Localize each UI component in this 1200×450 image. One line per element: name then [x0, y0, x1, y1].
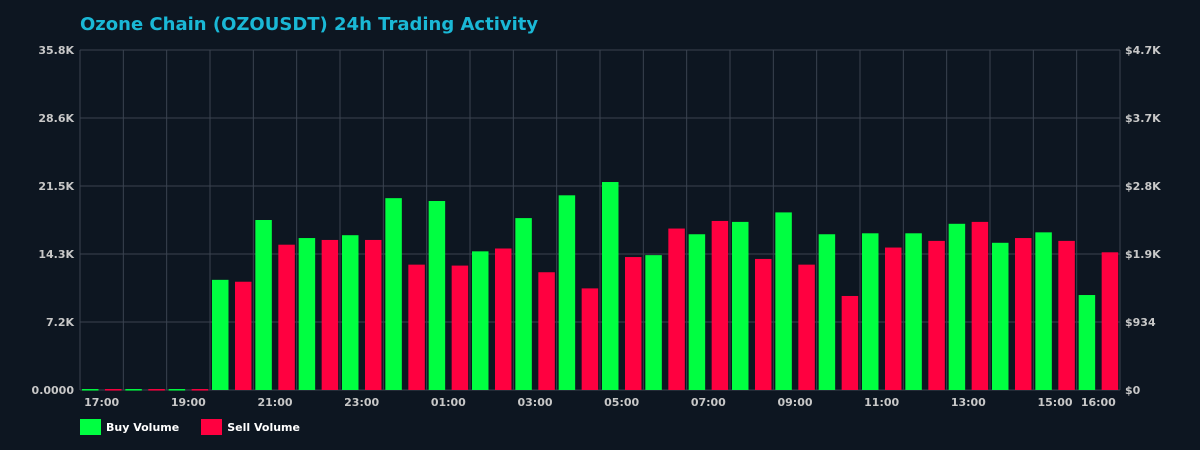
- sell-bar: [885, 247, 902, 390]
- y-tick-label: 7.2K: [46, 316, 74, 329]
- sell-bar: [625, 257, 642, 390]
- x-tick-label: 13:00: [951, 396, 986, 409]
- x-tick-label: 21:00: [257, 396, 292, 409]
- chart-title: Ozone Chain (OZOUSDT) 24h Trading Activi…: [80, 14, 539, 35]
- y2-tick-label: $1.9K: [1125, 248, 1161, 261]
- buy-bar: [775, 212, 792, 390]
- x-tick-label: 09:00: [777, 396, 812, 409]
- buy-bar: [255, 220, 272, 390]
- buy-bar: [342, 235, 359, 390]
- y-tick-label: 0.0000: [32, 384, 75, 397]
- y2-tick-label: $3.7K: [1125, 112, 1161, 125]
- sell-bar: [711, 220, 729, 390]
- sell-bar: [365, 239, 382, 390]
- y-tick-label: 28.6K: [38, 112, 74, 125]
- legend-buy[interactable]: Buy Volume: [80, 419, 179, 435]
- buy-bar: [515, 218, 532, 390]
- buy-bar: [602, 182, 619, 390]
- sell-bar: [668, 228, 685, 390]
- buy-bar: [905, 233, 922, 390]
- y-tick-label: 21.5K: [38, 180, 74, 193]
- sell-bar: [235, 281, 252, 390]
- buy-bar: [732, 221, 749, 390]
- y2-tick-label: $934: [1125, 316, 1156, 329]
- y2-tick-label: $2.8K: [1125, 180, 1161, 193]
- y2-tick-label: $0: [1125, 384, 1141, 397]
- sell-bar: [191, 389, 209, 391]
- legend-sell[interactable]: Sell Volume: [201, 419, 300, 435]
- x-tick-label: 01:00: [431, 396, 466, 409]
- buy-bar: [645, 255, 662, 390]
- sell-bar: [841, 295, 859, 390]
- buy-bar: [125, 389, 142, 391]
- x-tick-label: 15:00: [1037, 396, 1072, 409]
- buy-bar: [168, 389, 186, 391]
- sell-bar: [928, 240, 945, 390]
- legend: Buy Volume Sell Volume: [80, 419, 300, 435]
- sell-bar: [971, 221, 989, 390]
- buy-bar: [1035, 232, 1052, 390]
- x-tick-label: 17:00: [84, 396, 119, 409]
- x-tick-label: 23:00: [344, 396, 379, 409]
- sell-bar: [451, 265, 469, 390]
- buy-bar: [688, 234, 706, 390]
- buy-bar: [1078, 295, 1096, 390]
- buy-bar: [298, 238, 316, 390]
- buy-swatch: [80, 419, 101, 435]
- y2-tick-label: $4.7K: [1125, 44, 1161, 57]
- x-tick-label: 11:00: [864, 396, 899, 409]
- sell-bar: [798, 264, 815, 390]
- x-tick-label: 05:00: [604, 396, 639, 409]
- buy-bar: [948, 223, 966, 390]
- sell-swatch: [201, 419, 223, 435]
- buy-bar: [82, 389, 99, 391]
- sell-bar: [1015, 238, 1032, 390]
- buy-bar: [385, 198, 402, 390]
- buy-bar: [212, 279, 229, 390]
- sell-bar: [581, 288, 599, 390]
- y-tick-label: 14.3K: [38, 248, 74, 261]
- sell-bar: [148, 389, 165, 391]
- x-tick-label: 19:00: [171, 396, 206, 409]
- sell-bar: [1101, 252, 1119, 390]
- x-tick-label: 07:00: [691, 396, 726, 409]
- sell-bar: [321, 239, 339, 390]
- legend-buy-label: Buy Volume: [106, 420, 180, 434]
- sell-bar: [278, 244, 295, 390]
- buy-bar: [818, 234, 836, 390]
- sell-bar: [495, 248, 512, 390]
- buy-bar: [428, 201, 446, 390]
- buy-bar: [472, 251, 489, 390]
- sell-bar: [538, 272, 555, 390]
- buy-bar: [862, 233, 879, 390]
- sell-bar: [105, 389, 122, 391]
- x-tick-label: 16:00: [1081, 396, 1116, 409]
- sell-bar: [755, 258, 772, 390]
- sell-bar: [408, 264, 425, 390]
- legend-sell-label: Sell Volume: [227, 420, 300, 434]
- x-tick-label: 03:00: [517, 396, 552, 409]
- buy-bar: [558, 195, 576, 390]
- buy-bar: [992, 242, 1009, 390]
- y-tick-label: 35.8K: [38, 44, 74, 57]
- sell-bar: [1058, 240, 1075, 390]
